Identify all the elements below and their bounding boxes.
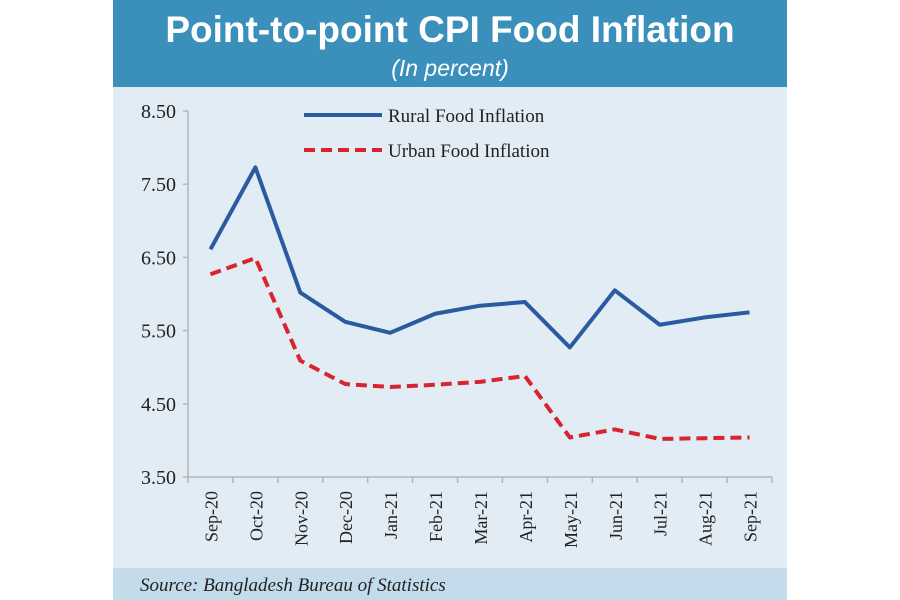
x-tick-label: Jul-21	[651, 491, 671, 536]
legend-label-urban: Urban Food Inflation	[388, 141, 550, 162]
y-tick-label: 6.50	[141, 247, 176, 269]
source-note: Source: Bangladesh Bureau of Statistics	[140, 575, 446, 596]
y-tick-label: 4.50	[141, 394, 176, 416]
x-tick-label: Sep-21	[741, 491, 761, 542]
y-tick-label: 8.50	[141, 101, 176, 123]
x-tick-label: Dec-20	[336, 491, 356, 544]
x-tick-label: Apr-21	[516, 491, 536, 543]
x-tick-label: Nov-20	[291, 491, 311, 546]
x-tick-label: Oct-20	[246, 491, 266, 541]
y-tick-label: 5.50	[141, 321, 176, 343]
title-banner	[113, 0, 787, 87]
source-bar	[113, 568, 787, 600]
legend: Rural Food Inflation Urban Food Inflatio…	[304, 106, 550, 162]
x-tick-label: Feb-21	[426, 491, 446, 542]
x-tick-label: Mar-21	[471, 491, 491, 545]
x-tick-label: May-21	[561, 491, 581, 548]
axes: 3.50 4.50 5.50 6.50 7.50 8.50 Sep-20 Oct-20 Nov-…	[141, 101, 773, 548]
legend-label-rural: Rural Food Inflation	[388, 106, 545, 127]
x-tick-label: Sep-20	[201, 491, 221, 542]
x-tick-label: Jun-21	[606, 491, 626, 540]
chart-title: Point-to-point CPI Food Inflation	[165, 9, 734, 50]
chart-subtitle: (In percent)	[391, 55, 509, 81]
x-tick-label: Aug-21	[696, 491, 716, 546]
y-tick-label: 3.50	[141, 467, 176, 489]
plot-background	[113, 0, 787, 600]
series-lines	[208, 165, 750, 441]
x-tick-label: Jan-21	[381, 491, 401, 539]
y-tick-label: 7.50	[141, 174, 176, 196]
